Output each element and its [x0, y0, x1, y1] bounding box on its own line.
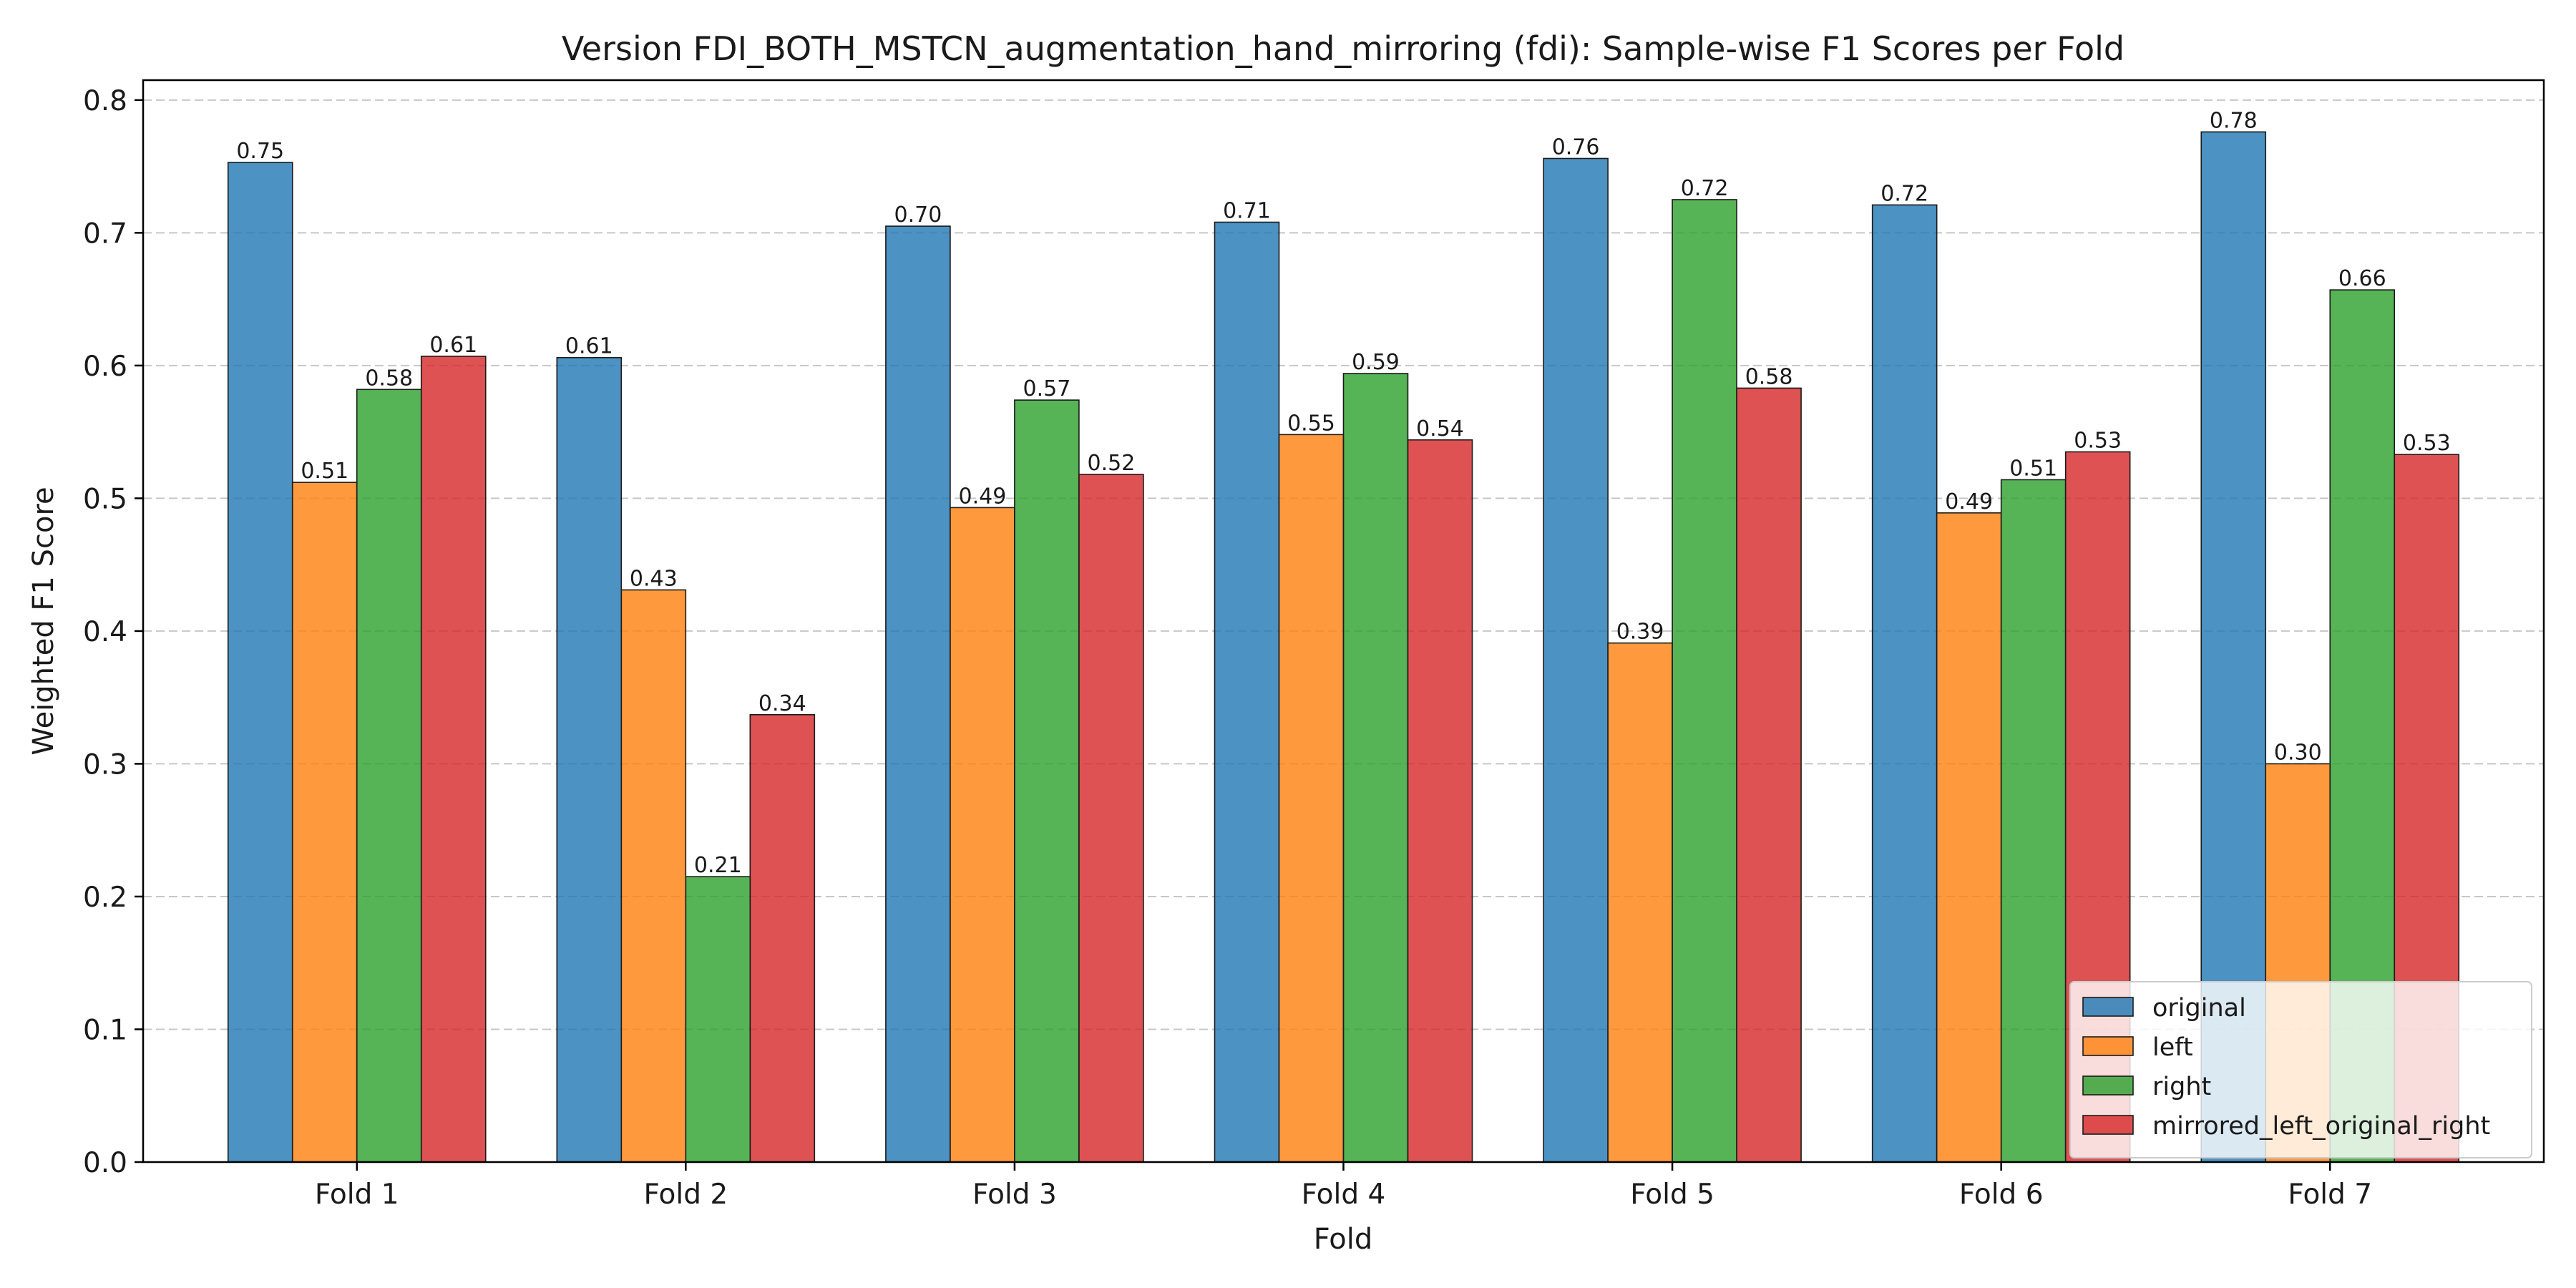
bar-value-label: 0.71 — [1223, 199, 1271, 224]
bar-value-label: 0.78 — [2210, 108, 2258, 133]
y-tick-label: 0.2 — [83, 882, 127, 914]
bar-value-label: 0.52 — [1088, 451, 1136, 476]
bar-original — [1214, 221, 1280, 1163]
bar-value-label: 0.43 — [630, 566, 678, 591]
bar-value-label: 0.66 — [2338, 266, 2386, 291]
bar-mirrored_left_original_right — [1407, 439, 1473, 1163]
y-tick-label: 0.8 — [83, 85, 127, 117]
bars — [227, 131, 2460, 1163]
bar-value-label: 0.49 — [1945, 489, 1993, 514]
legend-entry: mirrored_left_original_right — [2152, 1112, 2490, 1141]
x-tick-label: Fold 3 — [972, 1179, 1057, 1211]
bar-right — [356, 389, 422, 1163]
legend: original left right mirrored_left_original_… — [2069, 981, 2532, 1158]
bar-original — [1871, 204, 1938, 1163]
bar-value-label: 0.49 — [959, 484, 1007, 509]
bar-right — [1672, 199, 1737, 1163]
chart-title: Version FDI_BOTH_MSTCN_augmentation_hand… — [562, 29, 2124, 68]
y-tick-label: 0.7 — [83, 218, 127, 250]
bar-left — [1936, 512, 2002, 1163]
y-tick-label: 0.1 — [83, 1014, 127, 1046]
bar-mirrored_left_original_right — [1078, 474, 1144, 1163]
bar-original — [885, 225, 951, 1163]
y-tick-label: 0.5 — [83, 483, 127, 515]
bar-value-label: 0.57 — [1023, 376, 1071, 401]
bar-value-label: 0.61 — [429, 333, 477, 358]
x-tick-label: Fold 6 — [1959, 1179, 2044, 1211]
legend-swatch — [2082, 1075, 2134, 1096]
bar-value-label: 0.70 — [894, 203, 942, 228]
bar-value-label: 0.61 — [565, 334, 613, 359]
bar-value-label: 0.58 — [365, 366, 413, 391]
y-axis-ticks: 0.0 0.1 0.2 0.3 0.4 0.5 0.6 0.7 0.8 — [83, 85, 143, 1179]
bar-right — [685, 876, 751, 1163]
bar-value-label: 0.54 — [1416, 416, 1464, 441]
legend-entry: left — [2152, 1033, 2193, 1062]
bar-left — [950, 507, 1015, 1163]
bar-value-label: 0.76 — [1552, 135, 1600, 160]
bar-left — [1607, 642, 1673, 1163]
bar-value-label: 0.53 — [2074, 428, 2122, 453]
bar-value-label: 0.75 — [236, 139, 284, 164]
bar-mirrored_left_original_right — [420, 356, 487, 1163]
bar-value-label: 0.55 — [1287, 411, 1335, 436]
bar-value-label: 0.51 — [2009, 456, 2057, 481]
x-tick-label: Fold 4 — [1302, 1179, 1386, 1211]
bar-value-label: 0.21 — [694, 853, 742, 878]
legend-entry: original — [2152, 994, 2246, 1023]
y-tick-label: 0.0 — [83, 1147, 127, 1179]
x-tick-label: Fold 5 — [1630, 1179, 1714, 1211]
x-tick-label: Fold 7 — [2288, 1179, 2372, 1211]
x-tick-label: Fold 1 — [315, 1179, 399, 1211]
x-axis-label: Fold — [1314, 1223, 1373, 1256]
x-axis-ticks: Fold 1 Fold 2 Fold 3 Fold 4 Fold 5 Fold 6 Fold… — [315, 1162, 2372, 1211]
y-tick-label: 0.4 — [83, 616, 127, 648]
bar-value-label: 0.72 — [1681, 176, 1729, 201]
bar-value-label: 0.51 — [301, 459, 348, 484]
bar-value-label: 0.72 — [1880, 181, 1928, 206]
bar-left — [1278, 434, 1345, 1163]
bar-value-label: 0.59 — [1352, 350, 1400, 375]
bar-right — [2000, 479, 2067, 1163]
y-tick-label: 0.6 — [83, 351, 127, 383]
bar-left — [291, 482, 358, 1163]
bar-mirrored_left_original_right — [749, 713, 816, 1163]
bar-value-label: 0.34 — [758, 691, 806, 716]
y-tick-label: 0.3 — [83, 748, 127, 781]
bar-value-label: 0.39 — [1616, 620, 1664, 645]
bar-value-label: 0.53 — [2403, 431, 2451, 456]
bar-mirrored_left_original_right — [1736, 387, 1802, 1163]
legend-swatch — [2082, 1036, 2134, 1056]
x-tick-label: Fold 2 — [643, 1179, 728, 1211]
bar-left — [620, 589, 687, 1163]
bar-original — [556, 356, 623, 1163]
bar-original — [1543, 157, 1609, 1163]
bar-original — [227, 162, 293, 1163]
bar-value-labels: 0.75 0.51 0.58 0.61 0.61 0.43 0.21 0.34 0.70 0.49… — [236, 108, 2450, 878]
bar-value-label: 0.30 — [2274, 740, 2322, 765]
legend-box — [2069, 981, 2532, 1158]
bar-right — [1342, 373, 1409, 1163]
legend-swatch — [2082, 1115, 2134, 1135]
bar-value-label: 0.58 — [1745, 364, 1793, 389]
y-axis-label: Weighted F1 Score — [27, 487, 60, 755]
legend-entry: right — [2152, 1073, 2211, 1101]
bar-right — [1014, 399, 1080, 1163]
legend-swatch — [2082, 997, 2134, 1017]
